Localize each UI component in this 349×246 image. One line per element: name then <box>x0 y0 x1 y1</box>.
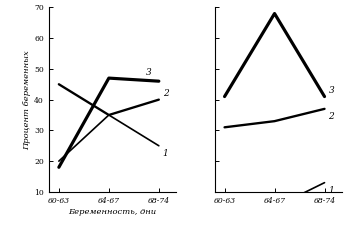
Text: 1: 1 <box>163 149 169 158</box>
Text: 3: 3 <box>328 86 334 95</box>
Text: 1: 1 <box>328 186 334 195</box>
Y-axis label: Процент беременных: Процент беременных <box>23 50 31 150</box>
X-axis label: Беременность, дни: Беременность, дни <box>68 208 157 215</box>
Text: 2: 2 <box>163 89 169 98</box>
Text: 3: 3 <box>146 68 152 77</box>
Text: 2: 2 <box>328 112 334 121</box>
